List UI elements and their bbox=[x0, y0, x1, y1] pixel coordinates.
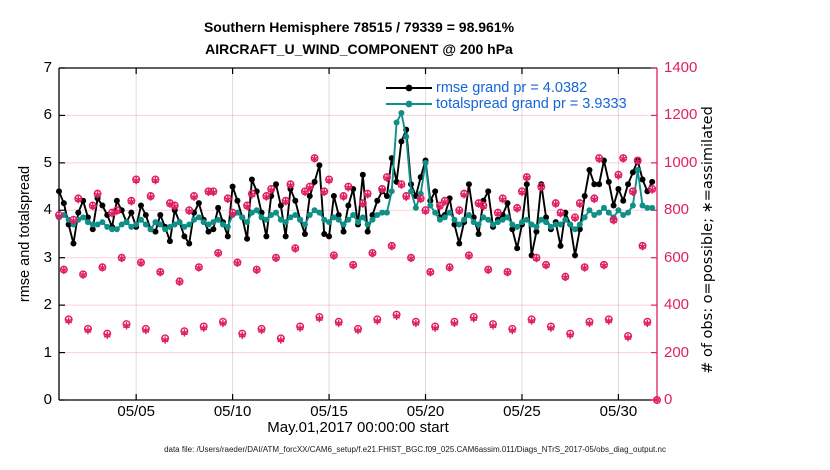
y-right-tick-label: 600 bbox=[664, 248, 690, 266]
y-right-tick-label: 400 bbox=[664, 296, 690, 314]
x-tick-label: 05/05 bbox=[117, 403, 155, 420]
obs-markers bbox=[55, 154, 662, 405]
y-right-tick-label: 1200 bbox=[664, 106, 698, 124]
plot-title-line1: Southern Hemisphere 78515 / 79339 = 98.9… bbox=[203, 19, 515, 35]
x-tick-label: 05/25 bbox=[503, 403, 541, 420]
y-left-tick-label: 0 bbox=[43, 391, 52, 408]
y-left-tick-label: 7 bbox=[43, 59, 52, 76]
axes bbox=[58, 67, 658, 401]
y-right-tick-label: 1000 bbox=[664, 153, 698, 171]
y-right-tick-label: 0 bbox=[664, 391, 673, 408]
y-left-tick-label: 5 bbox=[43, 153, 52, 171]
x-tick-label: 05/30 bbox=[599, 403, 638, 420]
gridlines bbox=[59, 68, 657, 400]
y-left-tick-label: 1 bbox=[43, 343, 52, 361]
x-tick-label: 05/10 bbox=[213, 403, 252, 420]
data-file-caption: data file: /Users/raeder/DAI/ATM_forcXX/… bbox=[164, 445, 666, 454]
legend-symbols bbox=[386, 84, 432, 108]
y-left-tick-label: 6 bbox=[43, 106, 52, 124]
y-left-tick-label: 3 bbox=[43, 248, 52, 266]
y-right-tick-label: 1400 bbox=[664, 59, 698, 76]
y-right-tick-label: 200 bbox=[664, 343, 690, 361]
legend-entry-totalspread: totalspread grand pr = 3.9333 bbox=[436, 96, 627, 112]
x-axis-label: May.01,2017 00:00:00 start bbox=[267, 419, 449, 436]
legend-entry-rmse: rmse grand pr = 4.0382 bbox=[436, 80, 588, 96]
y-left-tick-label: 4 bbox=[43, 201, 52, 219]
y-left-tick-label: 2 bbox=[43, 296, 52, 314]
y-right-tick-label: 800 bbox=[664, 201, 690, 219]
x-tick-label: 05/20 bbox=[406, 403, 445, 420]
plot-title-line2: AIRCRAFT_U_WIND_COMPONENT @ 200 hPa bbox=[205, 41, 513, 57]
x-tick-label: 05/15 bbox=[310, 403, 348, 420]
rmse-series bbox=[56, 126, 656, 259]
